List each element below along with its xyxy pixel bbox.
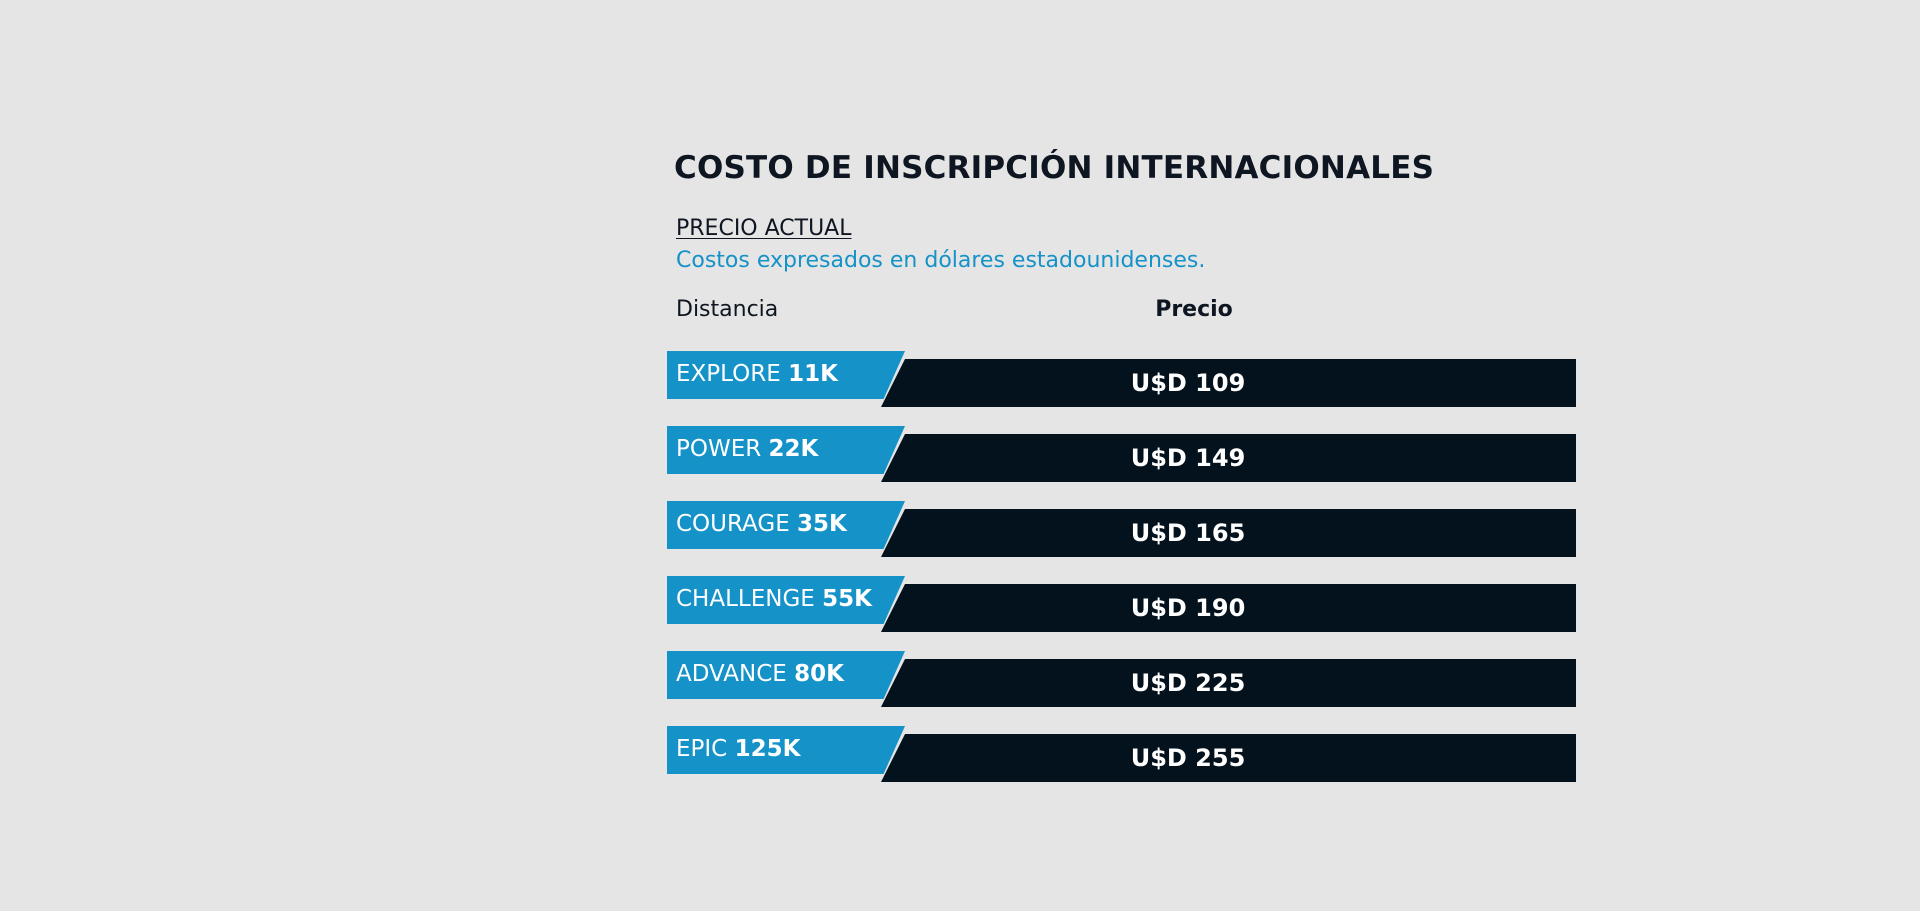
distance-km: 80K: [794, 661, 844, 687]
price-value: U$D 109: [1130, 369, 1246, 397]
distance-tab: [667, 576, 905, 624]
distance-name: ADVANCE: [676, 661, 787, 687]
distance-km: 125K: [734, 736, 801, 762]
distance-tab: [667, 351, 905, 399]
distance-tab: [667, 651, 905, 699]
price-value: U$D 225: [1130, 669, 1246, 697]
distance-km: 55K: [822, 586, 872, 612]
price-row-advance: U$D 225 ADVANCE 80K: [0, 651, 1920, 707]
price-bar: [881, 659, 1576, 707]
distance-tab: [667, 501, 905, 549]
price-bar: [881, 584, 1576, 632]
price-row-explore: U$D 109 EXPLORE 11K: [0, 351, 1920, 407]
distance-label: EXPLORE 11K: [676, 351, 838, 399]
page-title: COSTO DE INSCRIPCIÓN INTERNACIONALES: [674, 150, 1435, 186]
current-price-heading: PRECIO ACTUAL: [676, 216, 852, 241]
price-bar: [881, 359, 1576, 407]
price-bar: [881, 734, 1576, 782]
distance-label: EPIC 125K: [676, 726, 800, 774]
price-row-epic: U$D 255 EPIC 125K: [0, 726, 1920, 782]
price-value: U$D 190: [1130, 594, 1246, 622]
price-value: U$D 149: [1130, 444, 1246, 472]
distance-name: EXPLORE: [676, 361, 781, 387]
distance-label: ADVANCE 80K: [676, 651, 844, 699]
price-bar: [881, 509, 1576, 557]
distance-tab: [667, 726, 905, 774]
distance-label: CHALLENGE 55K: [676, 576, 872, 624]
price-value: U$D 165: [1130, 519, 1246, 547]
distance-tab: [667, 426, 905, 474]
price-bar: [881, 434, 1576, 482]
price-row-challenge: U$D 190 CHALLENGE 55K: [0, 576, 1920, 632]
currency-note: Costos expresados en dólares estadounide…: [676, 248, 1206, 273]
distance-column-header: Distancia: [676, 297, 779, 322]
distance-label: COURAGE 35K: [676, 501, 847, 549]
distance-label: POWER 22K: [676, 426, 818, 474]
distance-name: COURAGE: [676, 511, 790, 537]
price-value: U$D 255: [1130, 744, 1246, 772]
price-row-power: U$D 149 POWER 22K: [0, 426, 1920, 482]
distance-name: POWER: [676, 436, 762, 462]
distance-name: CHALLENGE: [676, 586, 815, 612]
distance-name: EPIC: [676, 736, 728, 762]
price-column-header: Precio: [1155, 297, 1233, 322]
distance-km: 22K: [768, 436, 819, 462]
distance-km: 11K: [788, 361, 838, 387]
price-row-courage: U$D 165 COURAGE 35K: [0, 501, 1920, 557]
distance-km: 35K: [797, 511, 847, 537]
